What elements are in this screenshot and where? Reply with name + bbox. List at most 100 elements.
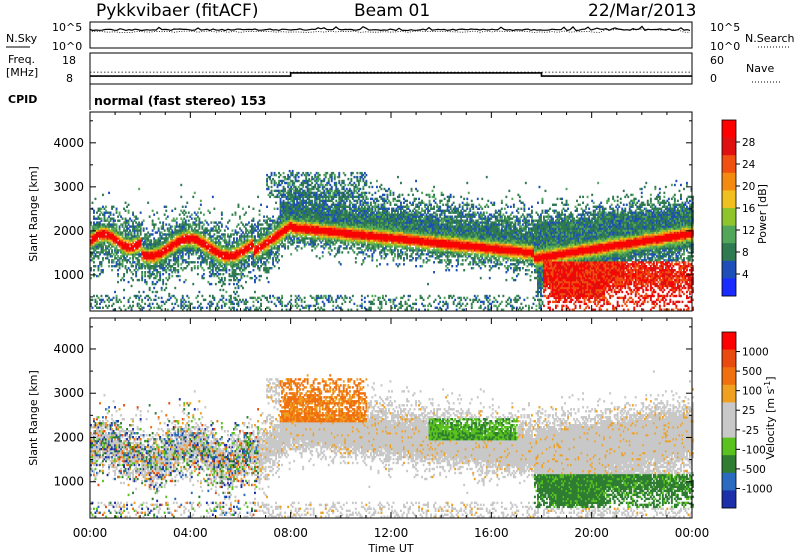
heatmap-cell [123, 297, 125, 299]
heatmap-cell [162, 273, 164, 275]
heatmap-cell [326, 172, 328, 174]
heatmap-cell [162, 279, 164, 281]
heatmap-cell [219, 289, 221, 291]
heatmap-cell [365, 174, 367, 176]
heatmap-cell [347, 251, 349, 253]
heatmap-cell [144, 303, 146, 305]
heatmap-cell [132, 212, 134, 214]
heatmap-cell [239, 216, 241, 218]
heatmap-cell [194, 261, 196, 263]
heatmap-cell [128, 204, 130, 206]
heatmap-cell [340, 263, 342, 265]
heatmap-cell [150, 239, 152, 241]
heatmap-cell [248, 221, 250, 223]
heatmap-cell [179, 214, 181, 216]
heatmap-cell [158, 218, 160, 220]
heatmap-cell [281, 255, 283, 257]
heatmap-cell [238, 231, 240, 233]
heatmap-cell [268, 301, 270, 303]
nsky-tick-top: 10^5 [52, 21, 82, 34]
heatmap-cell [376, 186, 378, 188]
heatmap-cell [176, 218, 178, 220]
heatmap-cell [275, 305, 277, 307]
heatmap-cell [256, 277, 258, 279]
heatmap-cell [365, 180, 367, 182]
heatmap-cell [143, 307, 145, 309]
heatmap-cell [364, 301, 366, 303]
freq-series [90, 73, 692, 76]
heatmap-cell [101, 295, 103, 297]
heatmap-cell [310, 172, 312, 174]
heatmap-cell [138, 291, 140, 293]
heatmap-cell [281, 295, 283, 297]
heatmap-cell [101, 218, 103, 220]
heatmap-cell [344, 174, 346, 176]
heatmap-cell [253, 208, 255, 210]
heatmap-cell [185, 212, 187, 214]
heatmap-cell [156, 212, 158, 214]
heatmap-cell [238, 295, 240, 297]
heatmap-cell [185, 301, 187, 303]
heatmap-cell [331, 249, 333, 251]
freq-unit-label: [MHz] [6, 66, 38, 79]
heatmap-cell [146, 227, 148, 229]
heatmap-cell [353, 303, 355, 305]
heatmap-cell [343, 180, 345, 182]
heatmap-cell [259, 210, 261, 212]
heatmap-cell [119, 220, 121, 222]
heatmap-cell [177, 269, 179, 271]
heatmap-cell [209, 212, 211, 214]
heatmap-cell [129, 297, 131, 299]
heatmap-cell [367, 202, 369, 204]
heatmap-cell [149, 287, 151, 289]
heatmap-cell [274, 297, 276, 299]
heatmap-cell [182, 206, 184, 208]
heatmap-cell [165, 210, 167, 212]
heatmap-cell [274, 208, 276, 210]
heatmap-cell [296, 249, 298, 251]
heatmap-cell [155, 295, 157, 297]
heatmap-cell [381, 301, 383, 303]
heatmap-cell [253, 301, 255, 303]
heatmap-cell [311, 182, 313, 184]
heatmap-cell [230, 295, 232, 297]
heatmap-cell [219, 229, 221, 231]
heatmap-cell [361, 295, 363, 297]
heatmap-cell [114, 220, 116, 222]
heatmap-cell [191, 214, 193, 216]
heatmap-cell [221, 305, 223, 307]
heatmap-cell [93, 295, 95, 297]
heatmap-cell [105, 206, 107, 208]
heatmap-cell [364, 297, 366, 299]
heatmap-cell [331, 186, 333, 188]
heatmap-cell [188, 220, 190, 222]
heatmap-cell [104, 301, 106, 303]
heatmap-cell [213, 208, 215, 210]
heatmap-cell [221, 223, 223, 225]
heatmap-cell [210, 283, 212, 285]
heatmap-cell [254, 235, 256, 237]
heatmap-cell [102, 257, 104, 259]
heatmap-cell [203, 273, 205, 275]
heatmap-cell [260, 275, 262, 277]
heatmap-cell [350, 178, 352, 180]
heatmap-cell [119, 212, 121, 214]
heatmap-cell [376, 180, 378, 182]
heatmap-cell [274, 265, 276, 267]
heatmap-cell [200, 204, 202, 206]
heatmap-cell [150, 307, 152, 309]
heatmap-cell [165, 283, 167, 285]
heatmap-cell [170, 259, 172, 261]
heatmap-cell [298, 172, 300, 174]
heatmap-cell [278, 253, 280, 255]
heatmap-cell [152, 303, 154, 305]
heatmap-cell [329, 253, 331, 255]
heatmap-cell [138, 188, 140, 190]
heatmap-cell [180, 196, 182, 198]
heatmap-cell [242, 287, 244, 289]
heatmap-cell [173, 307, 175, 309]
freq-label: Freq. [8, 53, 35, 66]
heatmap-cell [238, 223, 240, 225]
heatmap-cell [191, 303, 193, 305]
heatmap-cell [152, 233, 154, 235]
